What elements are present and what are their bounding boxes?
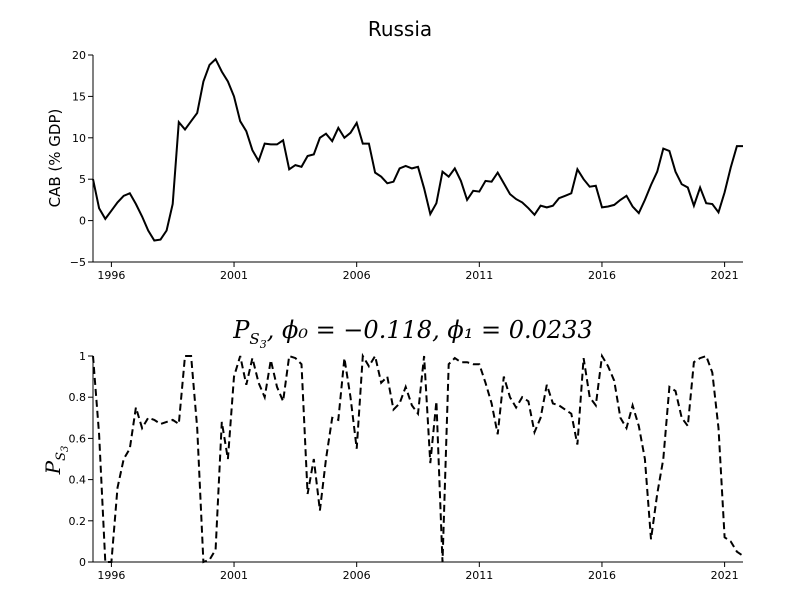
chart-bottom-y-tick-label: 0.4 [69, 474, 87, 487]
chart-top: Russia CAB (% GDP) 1996 2001 2006 2011 2016 2… [46, 17, 743, 282]
chart-bottom-y-axis-label-p: P [41, 460, 65, 475]
chart-bottom-x-tick-label: 2021 [711, 569, 739, 582]
chart-bottom-y-axis-label-s3: 3 [60, 446, 71, 452]
chart-top-axes [92, 55, 743, 263]
chart-bottom-title-p: P [232, 316, 250, 344]
chart-bottom-y-axis-label: PS3 [41, 446, 71, 476]
chart-bottom-title: PS3, ϕ₀ = −0.118, ϕ₁ = 0.0233 [232, 316, 592, 351]
chart-top-y-tick-label: −5 [70, 256, 86, 269]
chart-top-x-tick-label: 2021 [711, 269, 739, 282]
chart-bottom: PS3, ϕ₀ = −0.118, ϕ₁ = 0.0233 PS3 1996 20… [41, 316, 744, 582]
chart-bottom-x-tick-label: 2006 [343, 569, 371, 582]
chart-bottom-y-tick-label: 1 [79, 350, 86, 363]
chart-bottom-y-tick-label: 0.8 [69, 391, 87, 404]
chart-top-x-tick-label: 2011 [465, 269, 493, 282]
chart-top-y-ticks: −5 0 5 10 15 20 [70, 49, 93, 269]
chart-bottom-x-tick-label: 2011 [465, 569, 493, 582]
chart-top-x-tick-label: 2001 [220, 269, 248, 282]
chart-top-y-tick-label: 10 [72, 132, 86, 145]
chart-top-y-tick-label: 5 [79, 173, 86, 186]
chart-top-y-tick-label: 15 [72, 90, 86, 103]
chart-bottom-series-line [92, 352, 744, 564]
chart-bottom-y-tick-label: 0.6 [69, 432, 87, 445]
chart-bottom-y-axis-label-s: S [54, 452, 69, 461]
chart-bottom-y-tick-label: 0 [79, 556, 86, 569]
chart-top-y-tick-label: 0 [79, 215, 86, 228]
chart-top-x-ticks: 1996 2001 2006 2011 2016 2021 [97, 262, 739, 282]
chart-top-x-tick-label: 1996 [97, 269, 125, 282]
chart-bottom-x-tick-label: 2016 [588, 569, 616, 582]
chart-bottom-y-tick-label: 0.2 [69, 515, 87, 528]
chart-top-x-tick-label: 2006 [343, 269, 371, 282]
chart-bottom-x-tick-label: 1996 [97, 569, 125, 582]
chart-top-x-tick-label: 2016 [588, 269, 616, 282]
chart-bottom-axes [92, 356, 743, 563]
chart-bottom-title-rest: , ϕ₀ = −0.118, ϕ₁ = 0.0233 [267, 316, 593, 344]
chart-bottom-title-s3: 3 [260, 338, 267, 351]
chart-top-y-tick-label: 20 [72, 49, 86, 62]
chart-top-title: Russia [368, 17, 432, 41]
chart-bottom-y-ticks: 0 0.2 0.4 0.6 0.8 1 [69, 350, 93, 569]
chart-bottom-title-s: S [249, 330, 259, 348]
chart-top-y-axis-label: CAB (% GDP) [46, 109, 64, 208]
chart-top-series-line [92, 57, 743, 242]
chart-bottom-x-tick-label: 2001 [220, 569, 248, 582]
chart-bottom-x-ticks: 1996 2001 2006 2011 2016 2021 [97, 562, 739, 582]
